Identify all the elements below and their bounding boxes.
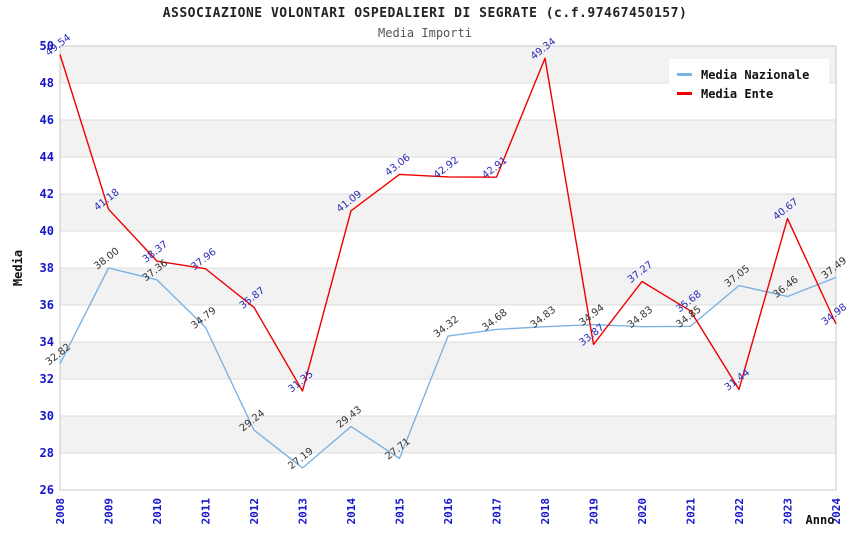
- x-tick-label: 2014: [345, 498, 358, 525]
- x-tick-label: 2017: [491, 498, 504, 525]
- x-tick-label: 2013: [297, 498, 310, 525]
- y-tick-label: 26: [40, 483, 54, 497]
- x-tick-label: 2012: [248, 498, 261, 525]
- media-ente-line-swatch: [677, 92, 692, 95]
- legend-label: Media Nazionale: [701, 67, 810, 82]
- grid-band: [60, 342, 836, 379]
- y-tick-label: 38: [40, 261, 54, 275]
- y-tick-label: 46: [40, 113, 54, 127]
- x-tick-label: 2009: [103, 498, 116, 525]
- y-tick-label: 44: [40, 150, 54, 164]
- media-nazionale-line-swatch: [677, 73, 692, 76]
- grid-band: [60, 268, 836, 305]
- grid-band: [60, 194, 836, 231]
- x-tick-label: 2023: [782, 498, 795, 525]
- legend: Media Nazionale Media Ente: [669, 59, 829, 109]
- y-tick-label: 32: [40, 372, 54, 386]
- x-tick-label: 2018: [539, 498, 552, 525]
- y-tick-label: 42: [40, 187, 54, 201]
- x-tick-label: 2020: [636, 498, 649, 525]
- series-line-media-nazionale: [59, 267, 837, 469]
- legend-item-media-nazionale: Media Nazionale: [677, 65, 823, 84]
- x-tick-label: 2008: [54, 498, 67, 525]
- series-line-media-ente: [59, 54, 837, 392]
- x-tick-label: 2024: [830, 498, 843, 525]
- chart-title: ASSOCIAZIONE VOLONTARI OSPEDALIERI DI SE…: [162, 6, 688, 21]
- x-tick-label: 2022: [733, 498, 746, 525]
- data-label: 34.79: [189, 305, 218, 331]
- x-axis-title: Anno: [806, 513, 835, 527]
- y-tick-label: 40: [40, 224, 54, 238]
- grid-band: [60, 120, 836, 157]
- x-tick-label: 2015: [394, 498, 407, 525]
- x-tick-label: 2021: [685, 498, 698, 525]
- data-label: 34.32: [432, 314, 461, 340]
- x-tick-label: 2010: [151, 498, 164, 525]
- y-tick-label: 50: [40, 39, 54, 53]
- data-label: 34.98: [820, 302, 849, 328]
- y-tick-label: 34: [40, 335, 54, 349]
- y-tick-label: 48: [40, 76, 54, 90]
- plot-border: [59, 45, 837, 491]
- y-tick-label: 36: [40, 298, 54, 312]
- x-tick-label: 2011: [200, 498, 213, 525]
- legend-label: Media Ente: [701, 86, 774, 101]
- grid-band: [60, 416, 836, 453]
- chart-subtitle: Media Importi: [378, 26, 472, 40]
- x-tick-label: 2016: [442, 498, 455, 525]
- y-tick-label: 30: [40, 409, 54, 423]
- x-tick-label: 2019: [588, 498, 601, 525]
- y-tick-label: 28: [40, 446, 54, 460]
- legend-item-media-ente: Media Ente: [677, 84, 823, 103]
- y-axis-title: Media: [11, 250, 25, 286]
